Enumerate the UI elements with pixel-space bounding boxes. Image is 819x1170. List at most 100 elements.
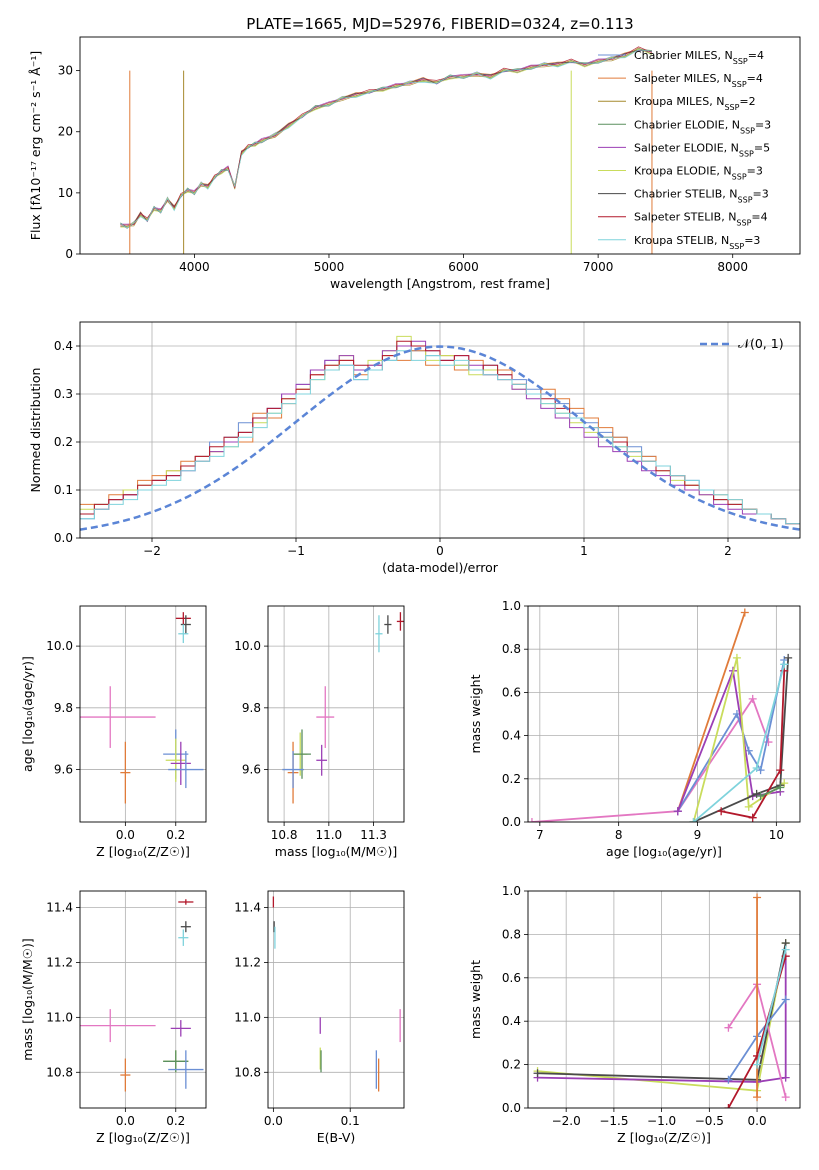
y-tick-label: 0.2: [54, 435, 73, 449]
y-axis-label: mass weight: [468, 674, 483, 753]
legend-subscript: SSP: [739, 149, 754, 158]
x-axis-label: mass [log₁₀(M/M☉)]: [275, 844, 397, 859]
y-tick-label: 1.0: [502, 599, 521, 613]
weight_vs_Z-panel: −2.0 −1.5 −1.0 −0.5 0.0 0.0 0.2 0.4 0.6 0.8 1.0 Z […: [468, 884, 801, 1145]
spectrum-panel: 4000 5000 6000 7000 8000 0 10 20 30 wavelength [A…: [28, 36, 801, 291]
legend-label: Chabrier STELIB, NSSP=3: [634, 188, 769, 205]
y-tick-label: 10.0: [46, 639, 73, 653]
plot-area: [272, 896, 401, 1092]
legend-subscript: SSP: [740, 126, 755, 135]
y-axis-label: mass weight: [468, 960, 483, 1039]
spectrum-series: [120, 47, 653, 227]
x-axis-label: wavelength [Angstrom, rest frame]: [330, 276, 550, 291]
weight_vs_age-panel: 7 8 9 10 0.0 0.2 0.4 0.6 0.8 1.0 age [log₁₀(age/yr…: [468, 599, 801, 859]
y-tick-label: 11.0: [46, 1010, 73, 1024]
plot-area: [282, 612, 404, 804]
plot-area: [120, 46, 653, 254]
mass_vs_Z-panel: 0.0 0.2 10.8 11.0 11.2 11.4 Z [log₁₀(Z/Z☉)] mas…: [20, 890, 207, 1145]
x-tick-label: 11.0: [315, 828, 342, 842]
x-tick-label: −2: [143, 544, 161, 558]
figure-title: PLATE=1665, MJD=52976, FIBERID=0324, z=0…: [246, 15, 633, 33]
y-tick-label: 9.8: [242, 701, 261, 715]
y-tick-label: 9.6: [54, 763, 73, 777]
y-tick-label: 1.0: [502, 884, 521, 898]
weight-marker: [533, 1069, 542, 1078]
plot-area: [528, 608, 793, 822]
legend-label: Salpeter MILES, NSSP=4: [634, 72, 763, 89]
weight-marker: [740, 608, 749, 617]
y-tick-label: 20: [58, 125, 73, 139]
weight-marker: [753, 1093, 762, 1102]
x-tick-label: 0.2: [166, 1114, 185, 1128]
spectrum-series: [120, 48, 653, 228]
y-tick-label: 0.2: [502, 1058, 521, 1072]
mass_vs_ebv-panel: 0.0 0.1 10.8 11.0 11.2 11.4 E(B-V): [234, 890, 405, 1145]
legend-nssp: =4: [751, 211, 767, 224]
weight-marker: [724, 1023, 733, 1032]
x-axis-label: E(B-V): [317, 1130, 356, 1145]
y-tick-label: 11.4: [234, 900, 261, 914]
x-tick-label: 0.0: [264, 1114, 283, 1128]
y-tick-label: 10.8: [46, 1065, 73, 1079]
plot-area: [80, 899, 204, 1092]
x-tick-label: 9: [694, 828, 702, 842]
axes-frame: [267, 890, 405, 1109]
x-tick-label: 0.1: [341, 1114, 360, 1128]
y-tick-label: 0.6: [502, 971, 521, 985]
axes-frame: [267, 605, 405, 823]
x-tick-label: 6000: [448, 260, 479, 274]
y-axis-label: age [log₁₀(age/yr)]: [20, 656, 35, 772]
gaussian-curve: [80, 345, 800, 531]
legend-label-gaussian: 𝒩(0, 1): [738, 336, 784, 351]
legend-label: Chabrier MILES, NSSP=4: [634, 49, 764, 66]
y-axis-label: Flux [fλ10⁻¹⁷ erg cm⁻² s⁻¹ Å⁻¹]: [28, 51, 43, 240]
legend-nssp: =4: [747, 72, 763, 85]
x-tick-label: 2: [724, 544, 732, 558]
legend-subscript: SSP: [732, 80, 747, 89]
histogram-series: [80, 350, 800, 525]
x-tick-label: 11.3: [360, 828, 387, 842]
y-tick-label: 0: [65, 247, 73, 261]
weight-line: [537, 956, 787, 1083]
x-axis-label: age [log₁₀(age/yr)]: [606, 844, 722, 859]
y-tick-label: 11.2: [234, 955, 261, 969]
weight-marker: [753, 893, 762, 902]
y-tick-label: 0.4: [502, 1014, 521, 1028]
x-tick-label: −1.5: [599, 1114, 628, 1128]
axes-frame: [79, 890, 207, 1109]
weight-marker: [776, 766, 785, 775]
weight-marker: [753, 1060, 762, 1069]
y-tick-label: 0.4: [502, 729, 521, 743]
weight-marker: [776, 783, 785, 792]
weight-marker: [781, 945, 790, 954]
legend-nssp: =3: [755, 118, 771, 131]
x-tick-label: 0: [436, 544, 444, 558]
y-tick-label: 30: [58, 64, 73, 78]
y-tick-label: 0.4: [54, 339, 73, 353]
residual_histogram-panel: −2 −1 0 1 2 0.0 0.1 0.2 0.3 0.4 𝒩(0, 1) (data-model…: [28, 321, 801, 575]
weight-marker: [724, 1104, 733, 1108]
axes-frame: [527, 605, 801, 823]
weight-marker: [748, 694, 757, 703]
weight-marker: [717, 807, 726, 816]
y-tick-label: 0.0: [502, 815, 521, 829]
weight-marker: [689, 818, 698, 822]
weight-marker: [781, 1073, 790, 1082]
spectrum-series: [120, 49, 652, 229]
legend-label: Chabrier ELODIE, NSSP=3: [634, 118, 771, 135]
weight-marker: [744, 802, 753, 811]
y-tick-label: 0.2: [502, 772, 521, 786]
x-tick-label: 4000: [179, 260, 210, 274]
x-tick-label: 0.2: [166, 828, 185, 842]
x-tick-label: 0.0: [116, 1114, 135, 1128]
legend-nssp: =3: [744, 234, 760, 247]
age_vs_Z-panel: 0.0 0.2 9.6 9.8 10.0 Z [log₁₀(Z/Z☉)] age [log₁…: [20, 605, 207, 859]
spectrum-series: [120, 49, 652, 229]
legend-nssp: =2: [739, 95, 755, 108]
y-tick-label: 9.6: [242, 763, 261, 777]
x-tick-label: 10.8: [271, 828, 298, 842]
weight-marker: [673, 807, 682, 816]
plot-area: [533, 893, 790, 1108]
y-axis-label: mass [log₁₀(M/M☉)]: [20, 938, 35, 1060]
